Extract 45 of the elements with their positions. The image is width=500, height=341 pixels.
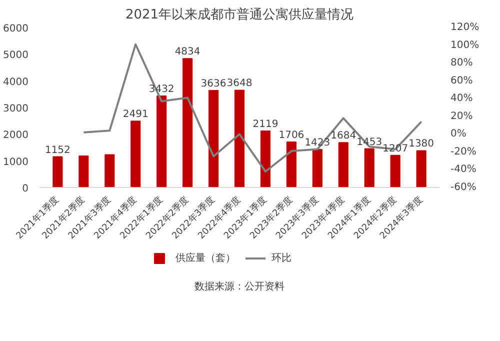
data-label: 1380 xyxy=(408,138,434,150)
bar xyxy=(416,150,426,188)
y-tick-label: 2000 xyxy=(3,130,29,142)
y2-tick-label: -20% xyxy=(450,146,476,158)
y-tick-label: 6000 xyxy=(3,24,29,34)
bar xyxy=(182,58,193,188)
y2-tick-label: 120% xyxy=(450,22,480,33)
y2-tick-label: 60% xyxy=(450,75,473,86)
y2-tick-label: 80% xyxy=(450,58,473,69)
y2-tick-label: 0% xyxy=(450,128,466,140)
data-label: 3636 xyxy=(200,78,226,90)
bar xyxy=(364,148,374,188)
data-label: 3648 xyxy=(226,78,252,90)
bar xyxy=(312,149,322,188)
bar xyxy=(390,154,400,188)
bar xyxy=(234,90,245,188)
data-label: 2491 xyxy=(122,109,148,120)
data-label: 1152 xyxy=(44,144,70,156)
y2-tick-label: 100% xyxy=(450,40,480,51)
bar xyxy=(260,130,271,188)
bar xyxy=(130,120,141,188)
y-tick-label: 3000 xyxy=(3,104,29,114)
data-label: 2119 xyxy=(252,118,278,130)
chart-title: 2021年以来成都市普通公寓供应量情况 xyxy=(125,6,354,22)
bar xyxy=(338,142,348,188)
bar xyxy=(78,156,89,188)
bar xyxy=(52,156,63,188)
y2-tick-label: 20% xyxy=(450,110,473,122)
legend-label: 环比 xyxy=(272,252,292,264)
y-tick-label: 1000 xyxy=(3,156,29,168)
data-label: 1684 xyxy=(330,130,356,142)
bar xyxy=(104,154,115,188)
y-tick-label: 0 xyxy=(22,184,29,194)
bar xyxy=(156,95,167,188)
legend-label: 供应量（套） xyxy=(176,252,236,264)
y2-tick-label: -60% xyxy=(450,182,476,193)
bar xyxy=(286,142,296,188)
y2-tick-label: 40% xyxy=(450,93,473,104)
y-tick-label: 4000 xyxy=(3,76,29,88)
y-tick-label: 5000 xyxy=(3,50,29,62)
y2-tick-label: -40% xyxy=(450,164,476,176)
data-label: 1706 xyxy=(278,130,304,142)
source-note: 数据来源：公开资料 xyxy=(194,280,284,292)
data-label: 4834 xyxy=(174,46,200,58)
bar xyxy=(208,90,219,188)
